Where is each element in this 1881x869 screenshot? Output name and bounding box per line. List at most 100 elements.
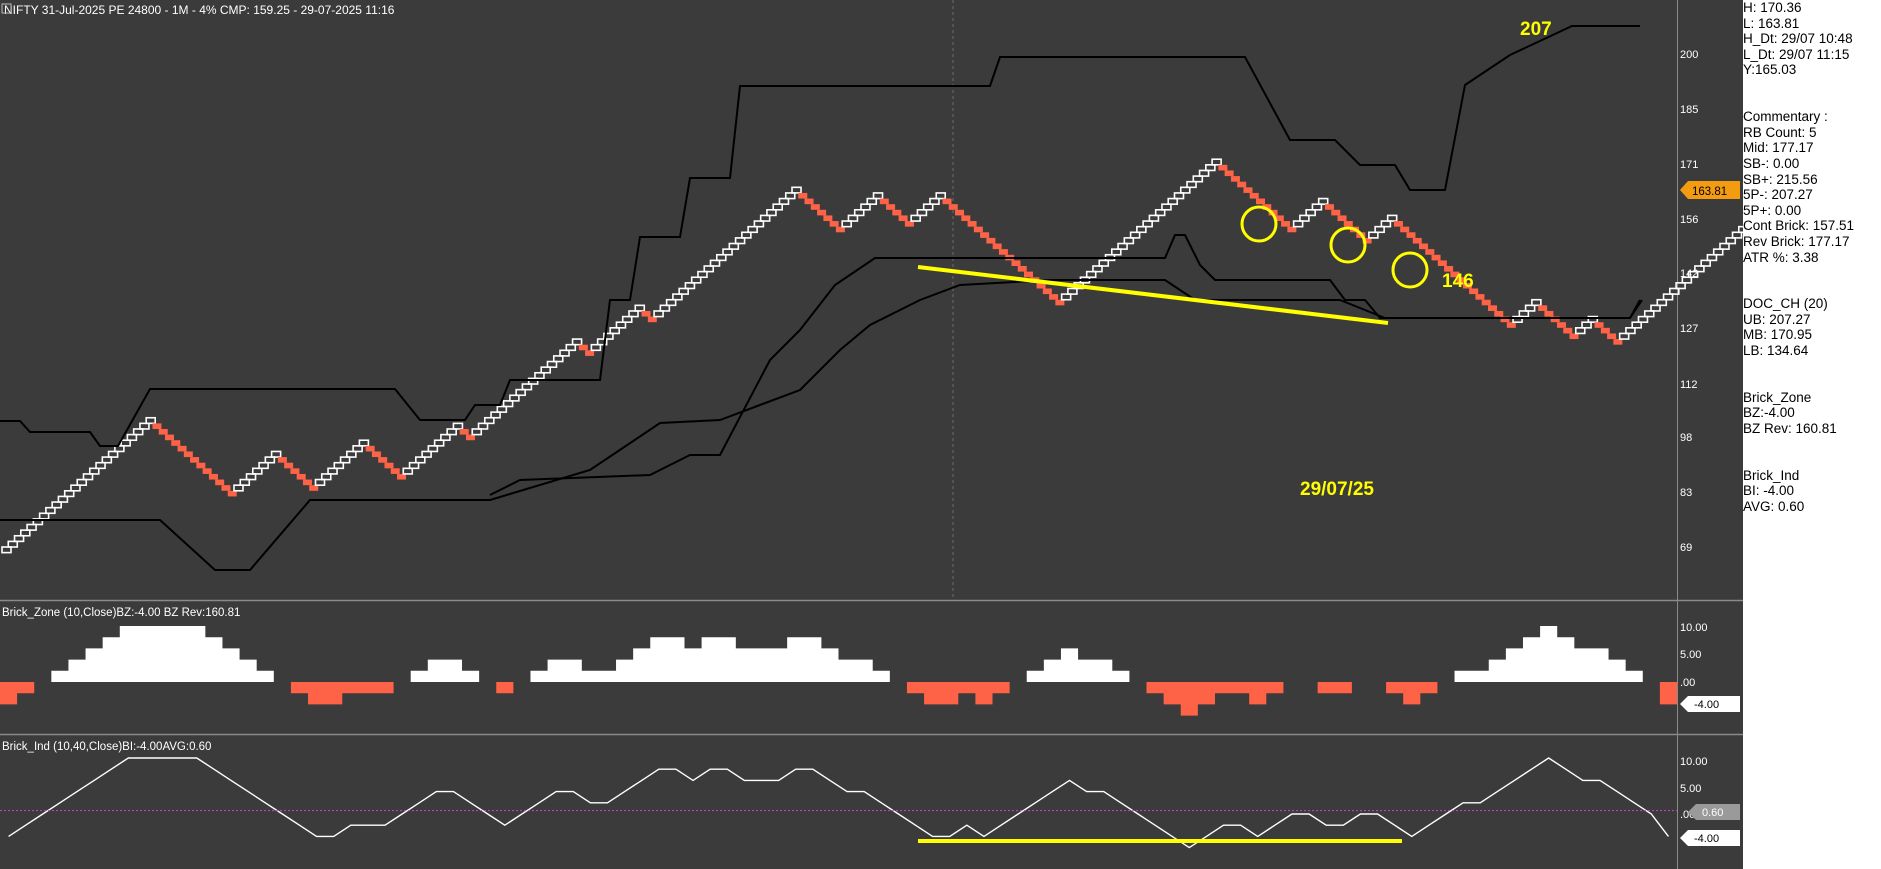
renko-brick-down bbox=[980, 232, 990, 238]
price-badge bbox=[1680, 181, 1740, 199]
renko-brick-down bbox=[1224, 170, 1234, 177]
renko-brick-down bbox=[998, 249, 1008, 255]
renko-brick-up bbox=[1198, 169, 1210, 177]
renko-brick-up bbox=[747, 225, 758, 234]
renko-brick-down bbox=[1287, 226, 1297, 233]
stat-line: L: 163.81 bbox=[1743, 15, 1800, 31]
renko-brick-up bbox=[596, 338, 608, 346]
renko-brick-up bbox=[634, 304, 646, 312]
window-icon bbox=[1, 3, 12, 14]
renko-brick-up bbox=[1631, 321, 1642, 329]
brick-ind-line: Brick_Ind bbox=[1743, 467, 1800, 483]
renko-brick-up bbox=[95, 461, 106, 470]
renko-brick-down bbox=[215, 479, 225, 486]
price-tick: 127 bbox=[1680, 323, 1698, 335]
price-tick: 171 bbox=[1680, 159, 1698, 171]
renko-brick-up bbox=[358, 439, 370, 447]
renko-brick-down bbox=[1049, 294, 1059, 300]
renko-brick-up bbox=[866, 197, 878, 205]
renko-brick-up bbox=[1368, 231, 1379, 239]
renko-brick-up bbox=[1299, 214, 1310, 222]
renko-brick-down bbox=[171, 440, 181, 446]
renko-brick-up bbox=[778, 197, 790, 205]
renko-brick-up bbox=[791, 186, 802, 194]
renko-brick-down bbox=[1406, 232, 1416, 238]
renko-brick-down bbox=[1538, 305, 1548, 311]
renko-brick-up bbox=[45, 506, 56, 515]
renko-brick-down bbox=[810, 204, 820, 210]
renko-brick-down bbox=[1556, 322, 1566, 328]
renko-brick-down bbox=[1419, 243, 1429, 250]
renko-brick-up bbox=[1656, 298, 1668, 307]
renko-brick-up bbox=[609, 327, 620, 335]
renko-brick-up bbox=[534, 371, 545, 380]
highlight-circle bbox=[1240, 205, 1278, 243]
renko-brick-up bbox=[722, 248, 733, 256]
renko-brick-up bbox=[1292, 220, 1304, 228]
renko-brick-up bbox=[145, 416, 157, 425]
renko-brick-up bbox=[245, 473, 257, 481]
renko-brick-up bbox=[114, 445, 125, 453]
price-tick: 83 bbox=[1680, 487, 1692, 499]
renko-brick-down bbox=[1331, 209, 1341, 216]
brick-zone-line: BZ Rev: 160.81 bbox=[1743, 421, 1837, 437]
renko-brick-down bbox=[384, 462, 394, 469]
ind-tick: 10.00 bbox=[1680, 756, 1708, 768]
renko-brick-down bbox=[942, 198, 952, 205]
channel-middle bbox=[489, 234, 1641, 496]
renko-brick-up bbox=[753, 220, 765, 228]
renko-brick-down bbox=[904, 221, 914, 227]
price-badge-label: 163.81 bbox=[1692, 186, 1727, 198]
renko-brick-down bbox=[309, 485, 319, 491]
renko-brick-up bbox=[1669, 287, 1680, 295]
renko-brick-down bbox=[585, 350, 595, 356]
brick-zone-line: Brick_Zone bbox=[1743, 389, 1812, 405]
renko-brick-up bbox=[346, 450, 357, 458]
renko-brick-up bbox=[490, 411, 501, 419]
renko-brick-up bbox=[684, 282, 696, 290]
renko-brick-down bbox=[1431, 254, 1441, 261]
label-low: 146 bbox=[1442, 271, 1474, 292]
renko-brick-up bbox=[1650, 304, 1661, 312]
stat-line: H_Dt: 29/07 10:48 bbox=[1743, 31, 1853, 47]
commentary-line: Rev Brick: 177.17 bbox=[1743, 233, 1850, 249]
renko-brick-up bbox=[82, 473, 94, 481]
renko-brick-up bbox=[139, 422, 150, 430]
zone-tick: 5.00 bbox=[1680, 649, 1701, 661]
renko-brick-up bbox=[559, 349, 570, 357]
renko-brick-down bbox=[1249, 192, 1259, 199]
renko-brick-down bbox=[804, 198, 814, 205]
brick-ind-line: AVG: 0.60 bbox=[1743, 499, 1805, 514]
renko-brick-down bbox=[823, 215, 833, 222]
renko-brick-up bbox=[427, 445, 439, 453]
renko-brick-down bbox=[390, 468, 400, 474]
renko-brick-up bbox=[916, 209, 928, 217]
renko-brick-down bbox=[1500, 316, 1510, 323]
renko-brick-up bbox=[252, 467, 263, 475]
renko-brick-down bbox=[1011, 260, 1021, 266]
renko-brick-up bbox=[715, 253, 727, 262]
renko-brick-down bbox=[1017, 266, 1027, 272]
renko-brick-up bbox=[233, 484, 244, 492]
side-panel: H: 170.36 L: 163.81 H_Dt: 29/07 10:48 L_Dt:… bbox=[1743, 0, 1881, 869]
renko-brick-down bbox=[1337, 215, 1347, 222]
renko-brick-up bbox=[1154, 209, 1166, 217]
renko-brick-down bbox=[1324, 204, 1334, 210]
header-title: NIFTY 31-Jul-2025 PE 24800 - 1M - 4% CMP… bbox=[4, 3, 395, 17]
renko-brick-down bbox=[886, 204, 896, 210]
renko-brick-up bbox=[270, 450, 282, 458]
renko-brick-down bbox=[798, 192, 808, 199]
renko-brick-up bbox=[772, 203, 784, 211]
renko-brick-down bbox=[1494, 310, 1504, 317]
renko-brick-up bbox=[1725, 237, 1737, 245]
commentary-line: SB+: 215.56 bbox=[1743, 171, 1818, 187]
label-high: 207 bbox=[1520, 19, 1552, 40]
renko-brick-up bbox=[759, 214, 771, 222]
renko-brick-up bbox=[1719, 242, 1730, 250]
renko-brick-down bbox=[1563, 327, 1573, 334]
renko-brick-down bbox=[948, 204, 958, 210]
renko-brick-down bbox=[202, 468, 212, 474]
renko-brick-up bbox=[1706, 253, 1718, 262]
renko-brick-up bbox=[521, 383, 533, 391]
renko-brick-up bbox=[1060, 293, 1072, 301]
